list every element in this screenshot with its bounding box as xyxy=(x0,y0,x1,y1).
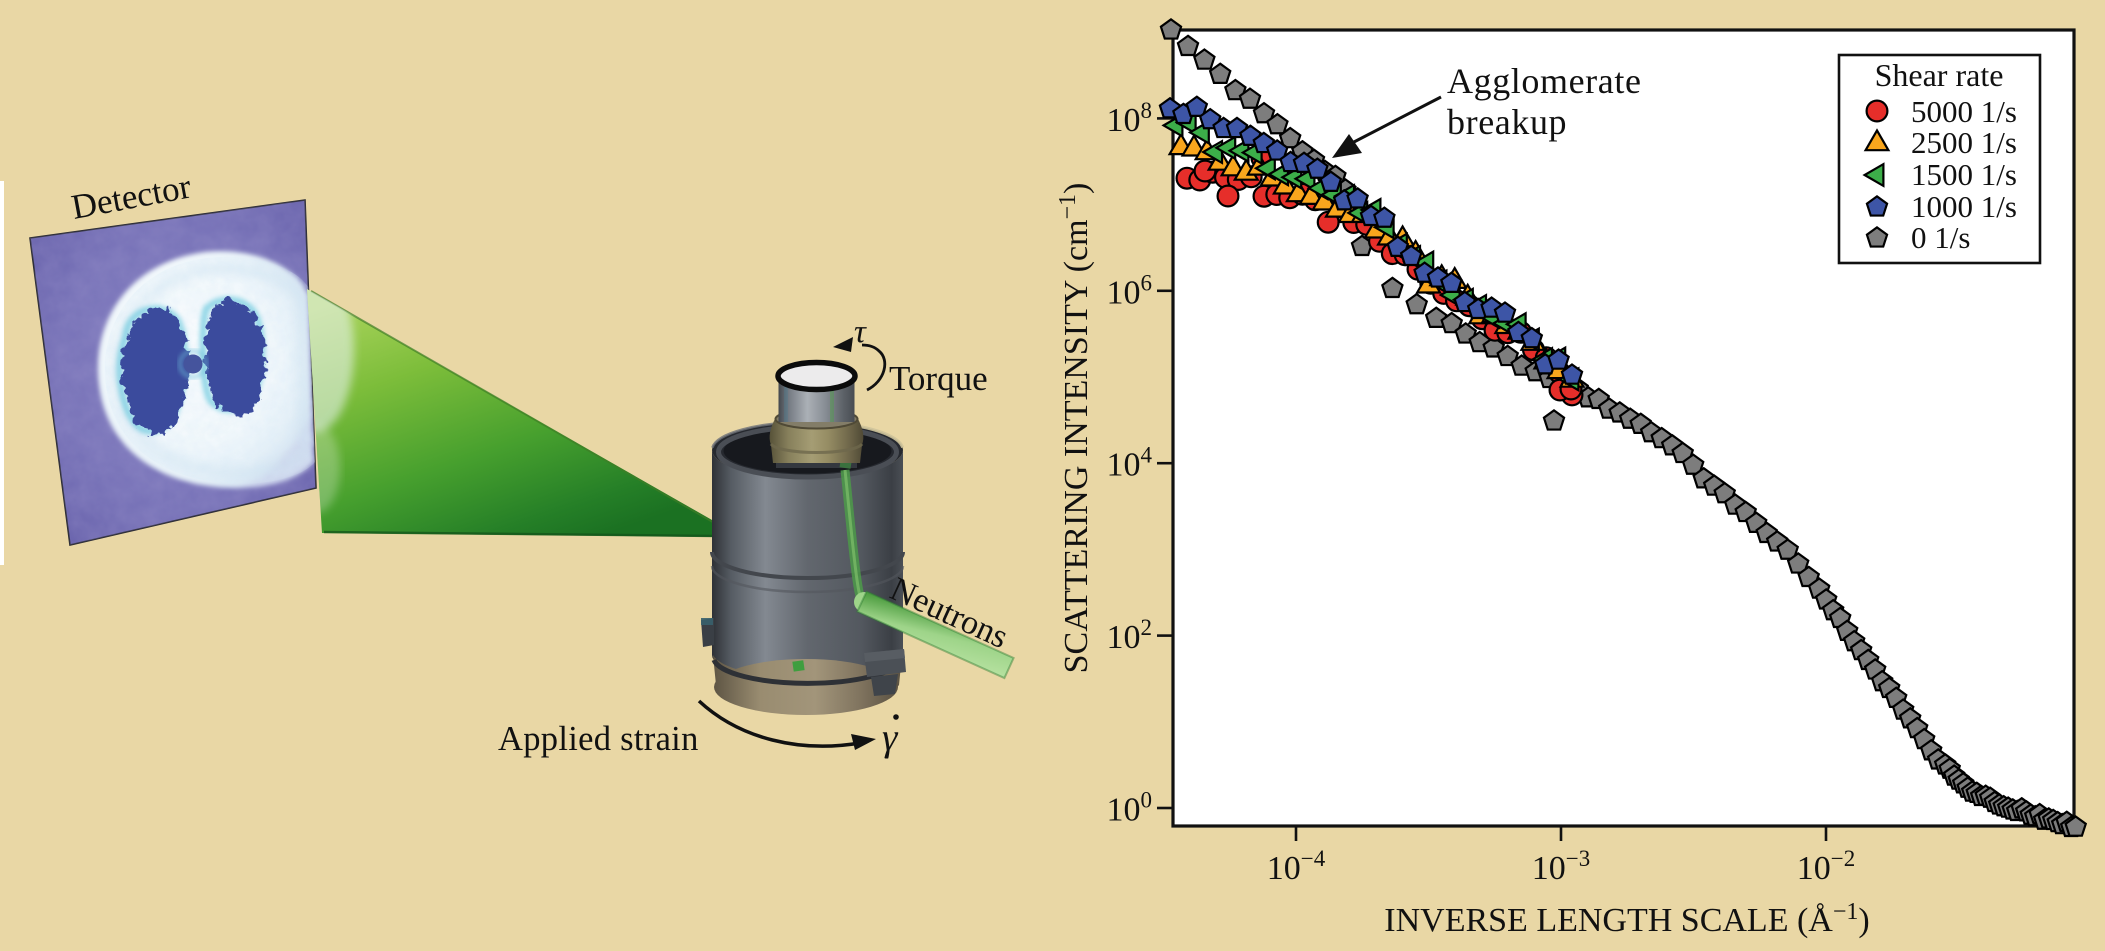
svg-text:10−4: 10−4 xyxy=(1267,846,1326,887)
svg-text:Shear rate: Shear rate xyxy=(1875,57,2004,93)
svg-text:108: 108 xyxy=(1107,98,1153,139)
svg-text:1000 1/s: 1000 1/s xyxy=(1911,189,2017,224)
svg-text:2500 1/s: 2500 1/s xyxy=(1911,125,2017,160)
svg-text:INVERSE LENGTH SCALE (Å−1): INVERSE LENGTH SCALE (Å−1) xyxy=(1384,899,1869,939)
svg-text:γ: γ xyxy=(882,716,899,759)
svg-text:106: 106 xyxy=(1107,270,1153,311)
svg-text:Applied strain: Applied strain xyxy=(498,720,699,758)
svg-text:SCATTERING INTENSITY (cm−1): SCATTERING INTENSITY (cm−1) xyxy=(1055,183,1095,674)
svg-text:1500 1/s: 1500 1/s xyxy=(1911,157,2017,192)
svg-text:0 1/s: 0 1/s xyxy=(1911,220,1970,255)
svg-text:100: 100 xyxy=(1107,788,1153,829)
svg-text:τ: τ xyxy=(854,314,867,350)
svg-text:5000 1/s: 5000 1/s xyxy=(1911,94,2017,129)
svg-text:breakup: breakup xyxy=(1447,102,1567,142)
svg-text:Agglomerate: Agglomerate xyxy=(1447,61,1642,101)
svg-text:Torque: Torque xyxy=(889,359,988,398)
svg-text:102: 102 xyxy=(1107,615,1153,656)
svg-text:10−2: 10−2 xyxy=(1797,846,1855,887)
svg-text:104: 104 xyxy=(1107,443,1153,484)
svg-text:10−3: 10−3 xyxy=(1532,846,1590,887)
